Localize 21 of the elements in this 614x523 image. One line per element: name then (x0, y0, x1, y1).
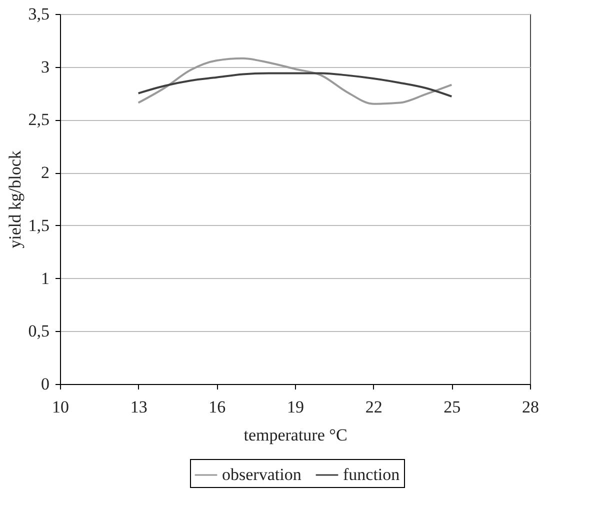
line-series (137, 57, 453, 105)
x-tick-label: 25 (444, 398, 461, 416)
x-tick-label: 16 (208, 398, 226, 416)
y-tick-label: 3 (41, 57, 50, 76)
y-tick-label: 0,5 (28, 322, 50, 341)
x-tick-label: 28 (522, 398, 539, 416)
legend-label: observation (222, 465, 302, 484)
x-tick-label: 19 (287, 398, 304, 416)
y-tick-label: 2 (41, 163, 50, 182)
y-axis-title: yield kg/block (5, 150, 24, 248)
y-tick-label: 0 (41, 374, 50, 394)
y-tick-label: 1 (41, 268, 50, 288)
x-tick-label: 22 (365, 398, 382, 416)
x-tick-label: 10 (52, 398, 69, 416)
x-tick-label: 13 (130, 398, 148, 416)
y-tick-label: 3,5 (28, 4, 50, 24)
line-series (137, 72, 453, 98)
legend-label: function (343, 465, 400, 484)
y-tick-label: 2,5 (28, 110, 50, 130)
x-axis-title: temperature °C (244, 426, 348, 444)
y-tick-label: 1,5 (28, 216, 50, 235)
